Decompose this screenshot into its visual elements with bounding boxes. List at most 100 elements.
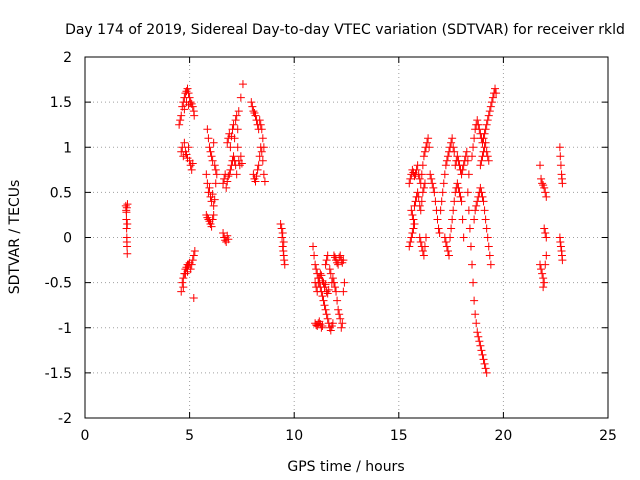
data-point [483,152,492,161]
data-point [539,283,548,292]
data-point [416,238,425,247]
data-point [482,368,491,377]
data-point [406,238,415,247]
plot-frame [84,56,609,419]
data-point [207,152,216,161]
y-tick-label: 1 [63,140,72,156]
data-point [479,134,488,143]
data-point [415,174,424,183]
data-point [314,319,323,328]
data-point [203,125,212,134]
data-point [472,201,481,210]
data-point [447,224,456,233]
data-point [251,111,260,120]
data-point [187,260,196,269]
data-point [320,301,329,310]
data-point [339,256,348,265]
data-point [477,346,486,355]
y-tick-label: 0 [63,231,72,247]
data-point [337,323,346,332]
data-point [476,341,485,350]
data-point [459,233,468,242]
data-point [182,150,191,159]
data-point [276,219,285,228]
data-point [418,188,427,197]
data-point [477,156,486,165]
data-point [249,107,258,116]
data-point [317,271,326,280]
data-point [408,210,417,219]
data-point [122,215,131,224]
data-point [223,138,232,147]
data-point [441,161,450,170]
data-point [419,251,428,260]
data-point [309,242,318,251]
data-point [280,256,289,265]
data-point [258,156,267,165]
data-point [122,224,131,233]
data-point [484,242,493,251]
data-point [481,138,490,147]
data-point [257,125,266,134]
data-point [183,267,192,276]
data-point [313,287,322,296]
data-point [278,233,287,242]
data-point [180,138,189,147]
data-point [541,188,550,197]
data-point [180,105,189,114]
data-point [248,102,257,111]
data-point [482,224,491,233]
data-point [219,228,228,237]
data-point [188,256,197,265]
data-point [446,233,455,242]
data-point [542,233,551,242]
data-point [277,224,286,233]
data-point [406,174,415,183]
data-point [540,278,549,287]
chart-title: Day 174 of 2019, Sidereal Day-to-day VTE… [65,22,625,38]
data-point [482,147,491,156]
data-point [334,305,343,314]
data-point [537,174,546,183]
x-tick-label: 0 [81,428,90,444]
data-point [310,251,319,260]
data-point [230,134,239,143]
y-axis-label: SDTVAR / TECUs [7,180,23,295]
data-point [223,177,232,186]
data-point [485,107,494,116]
data-point [419,183,428,192]
data-point [470,215,479,224]
data-point [418,161,427,170]
data-point [430,188,439,197]
data-point [442,242,451,251]
data-point [409,215,418,224]
data-point [481,215,490,224]
data-point [466,242,475,251]
data-point [209,138,218,147]
data-point [483,233,492,242]
data-point [204,188,213,197]
data-point [189,251,198,260]
data-point [278,242,287,251]
data-point [537,265,546,274]
data-point [488,93,497,102]
data-point [491,84,500,93]
data-point [458,215,467,224]
data-point [318,321,327,330]
data-point [184,143,193,152]
x-axis-label: GPS time / hours [287,459,404,475]
data-point [556,242,565,251]
data-point [235,161,244,170]
data-point [254,161,263,170]
data-point [426,170,435,179]
data-point [457,197,466,206]
x-tick-label: 15 [390,428,408,444]
data-point [256,143,265,152]
data-point [428,179,437,188]
data-point [236,152,245,161]
data-point [255,116,264,125]
data-point [332,287,341,296]
data-point [333,296,342,305]
data-point [317,323,326,332]
data-point [232,111,241,120]
